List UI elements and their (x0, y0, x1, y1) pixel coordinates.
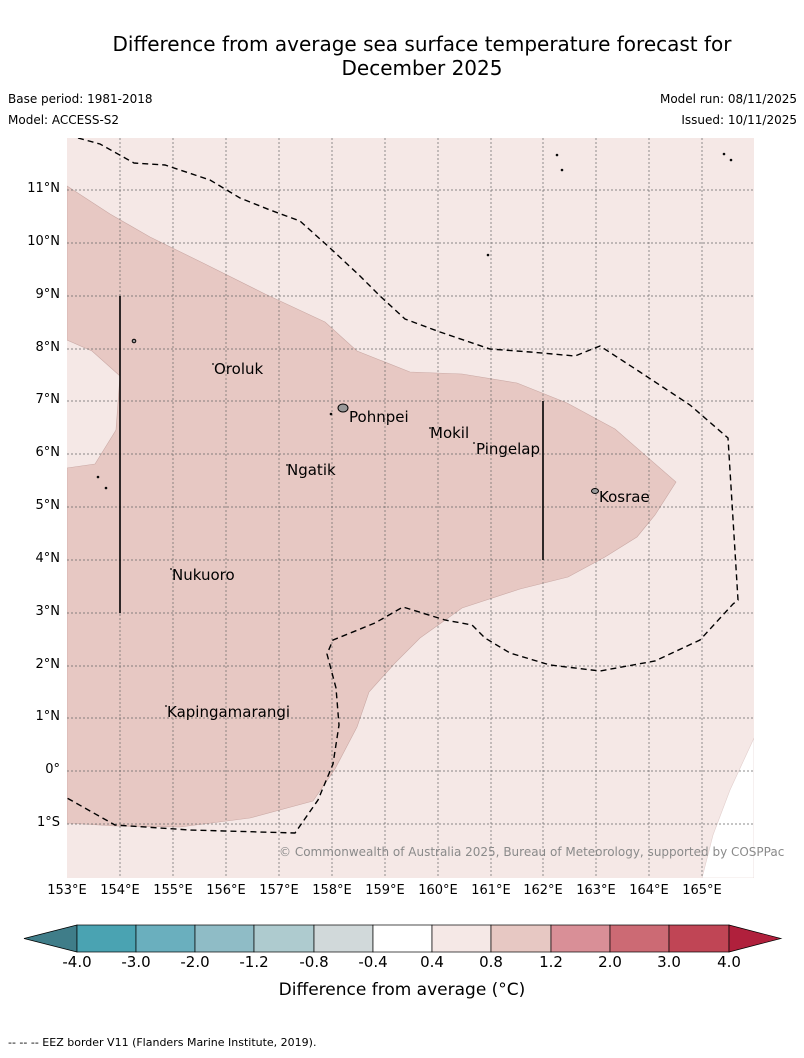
colorbar-segment-3 (135, 924, 196, 953)
copyright-notice: © Commonwealth of Australia 2025, Bureau… (279, 845, 785, 859)
colorbar-tick-2: -3.0 (121, 953, 151, 971)
islet-9 (329, 412, 333, 416)
mokil-marker (429, 427, 431, 429)
lon-label-165e: 165°E (682, 883, 722, 898)
colorbar-segment-12 (668, 924, 730, 953)
lat-label-7n: 7°N (35, 392, 61, 407)
colorbar-tick-1: -4.0 (62, 953, 92, 971)
chart-title: Difference from average sea surface temp… (0, 32, 804, 80)
place-label-oroluk: Oroluk (214, 360, 264, 378)
colorbar-segment-4 (194, 924, 255, 953)
graticule (67, 138, 754, 878)
lon-label-163e: 163°E (576, 883, 616, 898)
colorbar-segment-9 (490, 924, 552, 953)
islet-4 (560, 168, 564, 172)
lat-label-11n: 11°N (27, 181, 60, 196)
colorbar-segment-7 (372, 924, 433, 953)
colorbar-tick-10: 2.0 (598, 953, 622, 971)
lat-label-1n: 1°N (35, 709, 61, 724)
islet-2 (486, 253, 490, 257)
colorbar-segment-11 (609, 924, 670, 953)
colorbar-segment-8 (431, 924, 492, 953)
islet-3 (555, 153, 559, 157)
place-label-pohnpei: Pohnpei (349, 408, 409, 426)
place-label-kosrae: Kosrae (599, 488, 650, 506)
colorbar-segment-6 (313, 924, 374, 953)
colorbar-tick-12: 4.0 (717, 953, 741, 971)
lon-label-162e: 162°E (523, 883, 563, 898)
colorbar-tick-3: -2.0 (180, 953, 210, 971)
colorbar-tick-5: -0.8 (299, 953, 329, 971)
lon-label-153e: 153°E (47, 883, 87, 898)
place-label-nukuoro: Nukuoro (172, 566, 235, 584)
colorbar-segment-5 (253, 924, 315, 953)
islands (96, 152, 733, 494)
colorbar-segment-1 (23, 924, 78, 953)
lat-label-1s: 1°S (36, 815, 60, 830)
lat-label-8n: 8°N (35, 340, 61, 355)
model-run: Model run: 08/11/2025 (659, 92, 797, 106)
chart-title-line2: December 2025 (341, 56, 503, 80)
chart-title-line1: Difference from average sea surface temp… (112, 32, 732, 56)
lat-label-2n: 2°N (35, 657, 61, 672)
issued-date: Issued: 10/11/2025 (681, 113, 797, 127)
base-period: Base period: 1981-2018 (8, 92, 153, 106)
lon-label-161e: 161°E (471, 883, 511, 898)
eez-footnote: -- -- -- EEZ border V11 (Flanders Marine… (8, 1036, 317, 1049)
islet-8 (96, 475, 100, 479)
model-name: Model: ACCESS-S2 (8, 113, 120, 127)
kosrae-island (591, 488, 599, 494)
place-label-ngatik: Ngatik (287, 461, 336, 479)
eez-border-north (67, 138, 739, 834)
map-area (67, 138, 754, 878)
anomaly-0.4-region-southeast (701, 737, 754, 878)
place-label-kapingamarangi: Kapingamarangi (167, 703, 291, 721)
place-markers (165, 363, 475, 707)
lat-label-9n: 9°N (35, 287, 61, 302)
colorbar-tick-4: -1.2 (239, 953, 269, 971)
colorbar-segment-2 (76, 924, 137, 953)
colorbar-tick-11: 3.0 (657, 953, 681, 971)
colorbar (23, 924, 783, 953)
lon-label-159e: 159°E (365, 883, 405, 898)
pingelap-marker (473, 442, 475, 444)
colorbar-tick-7: 0.4 (420, 953, 444, 971)
islet-5 (722, 152, 726, 156)
islet-7 (104, 486, 108, 490)
lat-label-5n: 5°N (35, 498, 61, 513)
lat-label-10n: 10°N (27, 234, 60, 249)
lon-label-157e: 157°E (259, 883, 299, 898)
islet-1 (131, 338, 137, 344)
nukuoro-marker (170, 568, 172, 570)
lon-label-160e: 160°E (418, 883, 458, 898)
colorbar-segment-10 (550, 924, 611, 953)
lat-label-6n: 6°N (35, 445, 61, 460)
lon-label-155e: 155°E (153, 883, 193, 898)
place-label-pingelap: Pingelap (476, 440, 541, 458)
lon-label-156e: 156°E (206, 883, 246, 898)
lat-label-0: 0° (45, 762, 60, 777)
lon-label-164e: 164°E (629, 883, 669, 898)
islet-6 (729, 158, 733, 162)
colorbar-label: Difference from average (°C) (278, 980, 526, 1000)
colorbar-tick-8: 0.8 (479, 953, 503, 971)
ngatik-marker (286, 464, 288, 466)
lon-label-154e: 154°E (100, 883, 140, 898)
lat-label-4n: 4°N (35, 551, 61, 566)
colorbar-tick-9: 1.2 (539, 953, 563, 971)
lat-label-3n: 3°N (35, 604, 61, 619)
oroluk-marker (212, 363, 214, 365)
colorbar-segment-13 (728, 924, 783, 953)
lon-label-158e: 158°E (312, 883, 352, 898)
colorbar-tick-6: -0.4 (358, 953, 388, 971)
place-label-mokil: Mokil (430, 424, 470, 442)
pohnpei-island (337, 403, 349, 413)
kapingamarangi-marker (165, 705, 167, 707)
